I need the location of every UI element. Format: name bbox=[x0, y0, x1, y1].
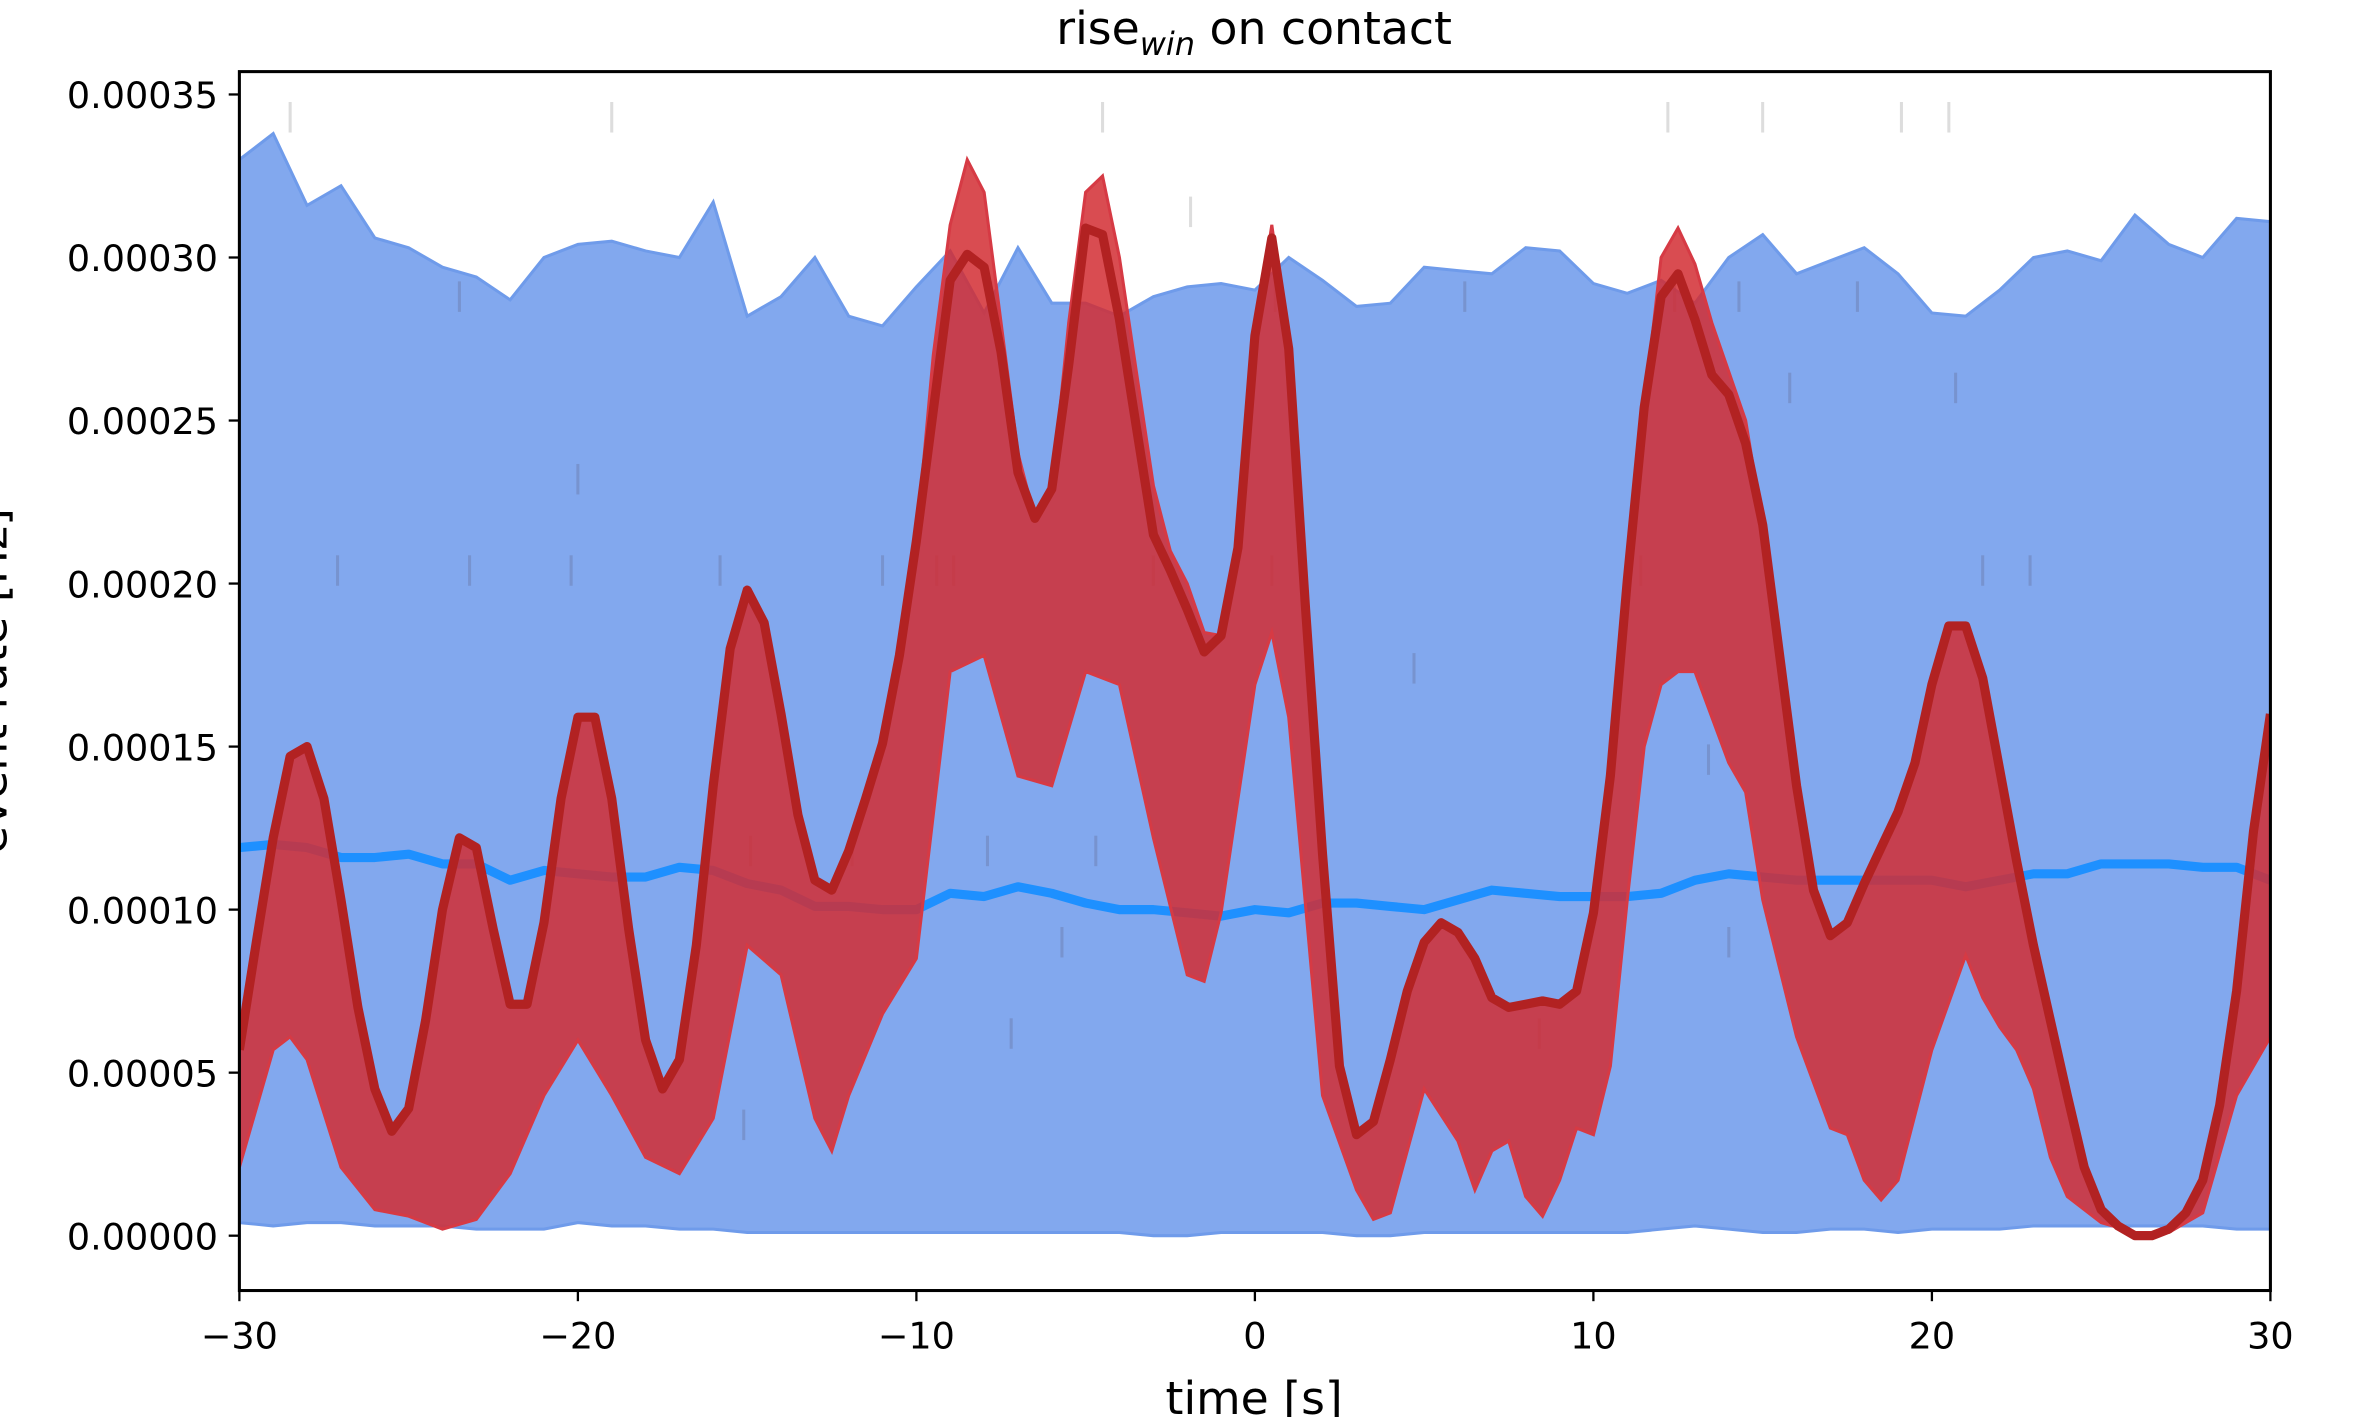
x-tick-label: 10 bbox=[1570, 1314, 1617, 1357]
y-tick-label: 0.00010 bbox=[67, 889, 218, 932]
axes-frame bbox=[237, 70, 2272, 1293]
title-main: rise bbox=[1056, 2, 1139, 55]
x-axis-label: time [s] bbox=[1166, 1372, 1343, 1417]
y-tick-label: 0.00030 bbox=[67, 237, 218, 280]
title-subscript: win bbox=[1140, 25, 1195, 63]
y-axis-label: event rate [Hz] bbox=[0, 508, 17, 854]
x-tick-label: −20 bbox=[539, 1314, 616, 1357]
y-tick-label: 0.00025 bbox=[67, 400, 218, 443]
plot-area bbox=[239, 102, 2271, 1241]
axes: −30 −20 −10 0 10 20 30 0.00000 0.00005 0.00010 0.0… bbox=[67, 70, 2294, 1357]
chart-title: risewin on contact bbox=[1056, 2, 1452, 63]
x-tick-label: 30 bbox=[2247, 1314, 2294, 1357]
x-tick-label: −30 bbox=[201, 1314, 278, 1357]
x-tick-label: 20 bbox=[1909, 1314, 1956, 1357]
y-tick-label: 0.00000 bbox=[67, 1215, 218, 1258]
title-suffix: on contact bbox=[1195, 2, 1452, 55]
y-tick-label: 0.00035 bbox=[67, 74, 218, 117]
y-tick-label: 0.00005 bbox=[67, 1052, 218, 1095]
x-tick-label: −10 bbox=[878, 1314, 955, 1357]
x-tick-label: 0 bbox=[1243, 1314, 1266, 1357]
plot-layers bbox=[239, 102, 2271, 1241]
y-tick-label: 0.00015 bbox=[67, 726, 218, 769]
y-tick-label: 0.00020 bbox=[67, 563, 218, 606]
contact-mean-line bbox=[239, 223, 2271, 1241]
